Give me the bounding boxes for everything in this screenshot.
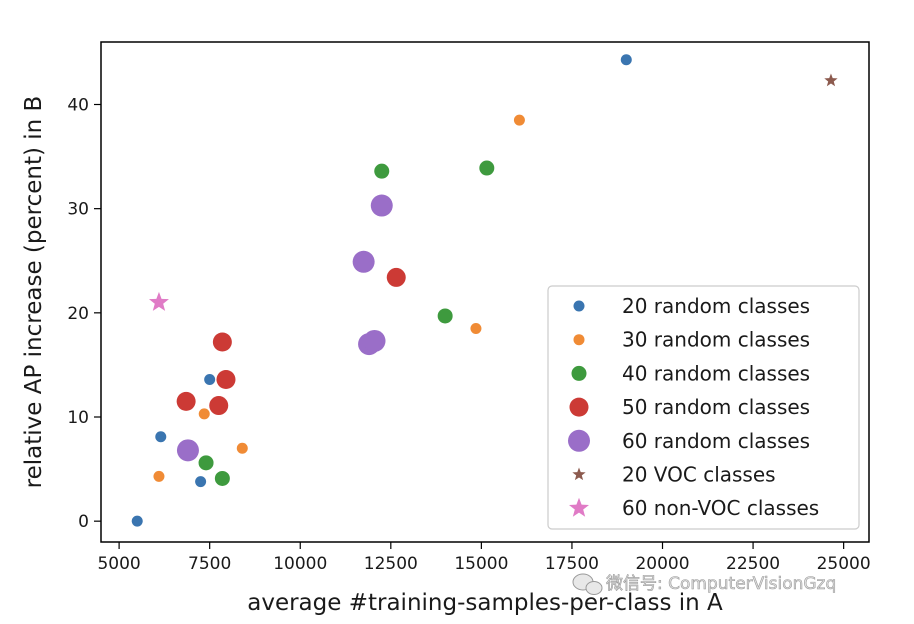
- data-point-series-1: [195, 476, 207, 488]
- y-tick-label: 30: [67, 200, 89, 220]
- data-point-series-3: [214, 470, 230, 486]
- data-point-series-1: [131, 515, 143, 527]
- x-tick-label: 10000: [273, 554, 327, 574]
- legend-label: 60 random classes: [622, 429, 810, 453]
- data-point-series-5: [176, 439, 199, 462]
- legend-marker-series-1: [573, 300, 585, 312]
- legend-marker-series-3: [571, 365, 587, 381]
- y-tick-label: 20: [67, 304, 89, 324]
- x-tick-label: 25000: [817, 554, 871, 574]
- legend-label: 30 random classes: [622, 328, 810, 352]
- data-point-series-4: [216, 370, 236, 389]
- data-point-series-2: [153, 470, 165, 482]
- legend-marker-series-6: [572, 467, 586, 481]
- legend-marker-series-7: [569, 497, 589, 517]
- data-point-series-1: [204, 374, 216, 385]
- data-markers: [131, 54, 838, 527]
- data-point-series-3: [437, 308, 453, 324]
- x-axis-title: average #training-samples-per-class in A: [247, 590, 723, 616]
- data-point-series-5: [363, 329, 386, 352]
- wechat-icon: [572, 573, 603, 595]
- y-tick-label: 0: [78, 512, 89, 532]
- data-point-series-1: [155, 431, 167, 443]
- watermark: 微信号: ComputerVisionGzq: [572, 573, 837, 595]
- data-point-series-5: [352, 250, 375, 273]
- legend-label: 60 non-VOC classes: [622, 496, 819, 520]
- legend-label: 20 VOC classes: [622, 463, 776, 487]
- data-point-series-2: [198, 408, 210, 420]
- x-tick-label: 20000: [635, 554, 689, 574]
- data-point-series-2: [236, 442, 248, 454]
- data-point-series-3: [374, 163, 390, 179]
- data-point-series-3: [198, 455, 214, 471]
- y-tick-label: 40: [67, 96, 89, 116]
- data-point-series-2: [470, 322, 482, 334]
- legend-marker-series-5: [568, 429, 590, 452]
- data-point-series-4: [386, 267, 406, 287]
- legend-label: 50 random classes: [622, 395, 810, 419]
- legend-frame: [547, 285, 860, 530]
- data-point-series-7: [148, 291, 169, 311]
- data-point-series-5: [370, 194, 393, 217]
- axis-ticks: 5000 7500 10000 12500 15000 17500 20000 22500 25…: [67, 96, 870, 575]
- data-point-series-2: [513, 114, 525, 126]
- data-point-series-4: [209, 396, 229, 416]
- x-tick-label: 7500: [188, 554, 231, 574]
- data-point-series-4: [212, 332, 232, 352]
- plot-area-frame: [100, 41, 870, 543]
- x-tick-label: 12500: [364, 554, 418, 574]
- data-point-series-4: [176, 391, 196, 411]
- legend: 20 random classes 30 random classes 40 ran…: [547, 285, 860, 530]
- x-tick-label: 5000: [97, 554, 140, 574]
- data-point-series-3: [479, 160, 495, 176]
- x-tick-label: 17500: [545, 554, 599, 574]
- watermark-text: 微信号: ComputerVisionGzq: [606, 574, 836, 594]
- data-point-series-6: [824, 73, 838, 87]
- x-tick-label: 15000: [454, 554, 508, 574]
- legend-label: 40 random classes: [622, 361, 810, 385]
- legend-label: 20 random classes: [622, 294, 810, 318]
- data-point-series-1: [620, 54, 632, 66]
- x-tick-label: 22500: [726, 554, 780, 574]
- y-axis-title: relative AP increase (percent) in B: [21, 96, 47, 489]
- legend-marker-series-4: [569, 397, 589, 417]
- y-tick-label: 10: [67, 408, 89, 428]
- legend-marker-series-2: [573, 334, 585, 346]
